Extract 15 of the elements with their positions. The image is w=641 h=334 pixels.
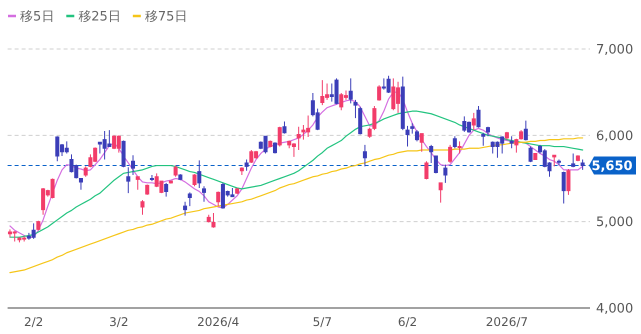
legend-label: 移5日 [20, 10, 54, 24]
xtick: 5/7 [312, 315, 332, 329]
xtick: 6/2 [398, 315, 418, 329]
ref-label: 5,650 [589, 156, 636, 175]
xtick: 2/2 [24, 315, 44, 329]
xtick: 3/2 [109, 315, 128, 329]
xtick: 2026/4 [197, 315, 240, 329]
xtick: 2026/7 [486, 315, 528, 329]
ytick: 6,000 [596, 128, 634, 144]
ytick: 7,000 [596, 42, 634, 58]
ref-line-label: 5,650 [591, 159, 633, 174]
ytick: 5,000 [596, 215, 634, 230]
legend-label: 移25日 [78, 10, 121, 24]
legend-label: 移75日 [144, 10, 188, 24]
ytick: 4,000 [596, 302, 634, 316]
